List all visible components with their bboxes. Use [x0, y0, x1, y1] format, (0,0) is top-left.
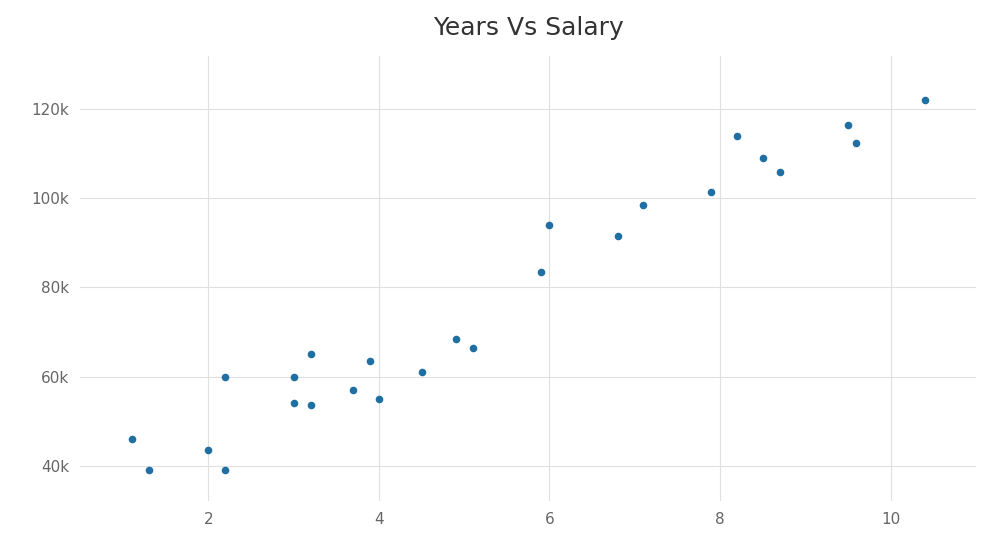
Title: Years Vs Salary: Years Vs Salary [433, 16, 624, 40]
Point [217, 466, 233, 475]
Point [533, 267, 549, 276]
Point [465, 343, 481, 352]
Point [840, 120, 856, 129]
Point [286, 399, 302, 408]
Point [916, 96, 933, 105]
Point [217, 372, 233, 381]
Point [413, 368, 430, 377]
Point [362, 356, 378, 365]
Point [200, 446, 216, 455]
Point [286, 372, 302, 381]
Point [371, 394, 387, 403]
Point [541, 221, 557, 229]
Point [124, 434, 140, 443]
Point [635, 201, 651, 209]
Point [772, 167, 788, 176]
Point [345, 385, 361, 394]
Point [303, 401, 319, 410]
Point [729, 131, 745, 140]
Point [141, 466, 157, 475]
Point [610, 232, 626, 241]
Point [703, 187, 719, 196]
Point [303, 350, 319, 359]
Point [848, 138, 864, 147]
Point [754, 154, 771, 163]
Point [448, 334, 464, 343]
